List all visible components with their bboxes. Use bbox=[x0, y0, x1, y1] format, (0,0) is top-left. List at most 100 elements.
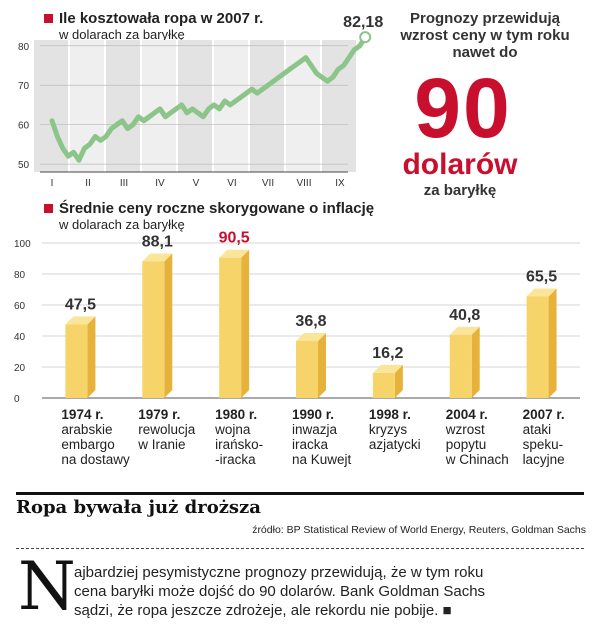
forecast-text: Prognozy przewidują wzrost ceny w tym ro… bbox=[380, 10, 590, 61]
red-square-icon bbox=[44, 204, 53, 213]
bar-category-label: 1998 r. kryzys azjatycki bbox=[369, 407, 443, 452]
x-tick-label: III bbox=[120, 178, 128, 189]
bar-event: ataki speku- lacyjne bbox=[522, 422, 565, 467]
forecast-line1: Prognozy przewidują bbox=[409, 10, 560, 27]
forecast-per: za baryłkę bbox=[423, 182, 497, 199]
forecast-unit: dolarów bbox=[402, 148, 518, 181]
bar bbox=[526, 296, 549, 398]
forecast-number: 90 bbox=[414, 61, 512, 155]
bar-side bbox=[548, 288, 557, 398]
bar-value-label: 40,8 bbox=[449, 307, 480, 324]
month-band bbox=[70, 40, 104, 172]
bar bbox=[65, 324, 88, 398]
y-tick-label: 40 bbox=[14, 332, 26, 343]
body-text-line1: ajbardziej pesymistyczne prognozy przewi… bbox=[74, 564, 484, 581]
bar-top bbox=[219, 249, 250, 258]
x-tick-label: IV bbox=[155, 178, 165, 189]
footer-title: Ropa bywała już droższa bbox=[16, 497, 261, 518]
x-tick-label: VI bbox=[227, 178, 236, 189]
y-tick-label: 60 bbox=[18, 121, 30, 132]
bar-year: 2007 r. bbox=[522, 407, 565, 422]
bar-top bbox=[526, 288, 557, 297]
bar-category-label: 2004 r. wzrost popytu w Chinach bbox=[446, 407, 520, 467]
divider-dashed bbox=[16, 548, 584, 549]
bar bbox=[449, 334, 472, 398]
line-chart-subtitle: w dolarach za baryłkę bbox=[59, 27, 185, 42]
divider bbox=[16, 492, 584, 495]
bar-event: kryzys azjatycki bbox=[368, 422, 421, 452]
bar-year: 1980 r. bbox=[215, 407, 258, 422]
bar-event: arabskie embargo na dostawy bbox=[61, 422, 130, 467]
bar-top bbox=[449, 326, 480, 335]
body-text-line3: sądzi, że ropa jeszcze zdrożeje, ale rek… bbox=[74, 602, 452, 619]
forecast-line2: wzrost ceny w tym roku bbox=[400, 27, 570, 44]
bar-year: 2004 r. bbox=[445, 407, 488, 422]
y-tick-label: 80 bbox=[14, 270, 26, 281]
y-tick-label: 0 bbox=[14, 394, 20, 405]
price-line bbox=[49, 34, 368, 163]
bar-top bbox=[296, 332, 326, 341]
bar bbox=[372, 372, 395, 398]
bar-event: inwazja iracka na Kuwejt bbox=[292, 422, 352, 467]
y-tick-label: 20 bbox=[14, 363, 26, 374]
month-band bbox=[142, 40, 176, 172]
last-point bbox=[359, 31, 372, 44]
x-tick-label: VII bbox=[262, 178, 274, 189]
drop-cap: N bbox=[18, 548, 76, 625]
x-tick-label: VIII bbox=[296, 178, 311, 189]
bar bbox=[142, 261, 165, 398]
bar-event: wzrost popytu w Chinach bbox=[445, 422, 509, 467]
y-tick-label: 70 bbox=[18, 81, 30, 92]
bar-value-label: 47,5 bbox=[65, 296, 96, 313]
red-square-icon bbox=[44, 14, 53, 23]
bar-side bbox=[87, 316, 96, 398]
bar-top bbox=[142, 253, 173, 262]
bar-chart: 0 20 40 60 80 100 47,5 88,1 90,5 36,8 16,2 40,8 65,5 bbox=[14, 230, 580, 405]
bar-side bbox=[471, 326, 480, 398]
bar-event: rewolucja w Iranie bbox=[138, 422, 196, 452]
bar-side bbox=[164, 253, 173, 398]
y-tick-label: 100 bbox=[14, 239, 31, 250]
y-tick-label: 60 bbox=[14, 301, 26, 312]
bar-chart-header: Średnie ceny roczne skorygowane o inflac… bbox=[44, 200, 374, 232]
y-tick-label: 50 bbox=[18, 160, 30, 171]
x-tick-label: II bbox=[85, 178, 91, 189]
x-tick-label: IX bbox=[335, 178, 345, 189]
bar-year: 1990 r. bbox=[292, 407, 335, 422]
bar-value-label: 65,5 bbox=[526, 268, 557, 285]
bar-category-label: 1980 r. wojna irańsko- -iracka bbox=[215, 407, 289, 467]
bar-value-label: 90,5 bbox=[219, 230, 250, 247]
bar-event: wojna irańsko- -iracka bbox=[215, 422, 264, 467]
month-band bbox=[250, 40, 284, 172]
bar-year: 1998 r. bbox=[368, 407, 411, 422]
bar-year: 1979 r. bbox=[138, 407, 181, 422]
x-tick-label: I bbox=[51, 178, 54, 189]
source-note: źródło: BP Statistical Review of World E… bbox=[252, 524, 586, 536]
bar-top bbox=[372, 364, 403, 373]
bar-chart-title: Średnie ceny roczne skorygowane o inflac… bbox=[59, 200, 375, 217]
line-chart-header: Ile kosztowała ropa w 2007 r. w dolarach… bbox=[44, 10, 263, 42]
last-value-label: 82,18 bbox=[343, 14, 383, 31]
forecast-line3: nawet do bbox=[452, 44, 518, 61]
bar-side bbox=[318, 332, 326, 398]
bar-category-label: 1974 r. arabskie embargo na dostawy bbox=[61, 407, 135, 467]
bar-value-label: 88,1 bbox=[142, 233, 173, 250]
bar bbox=[296, 340, 318, 398]
bar-value-label: 36,8 bbox=[295, 313, 326, 330]
bar-chart-subtitle: w dolarach za baryłkę bbox=[59, 217, 185, 232]
bar-side bbox=[241, 249, 250, 398]
body-text-line2: cena baryłki może dojść do 90 dolarów. B… bbox=[74, 583, 486, 600]
line-chart-title: Ile kosztowała ropa w 2007 r. bbox=[59, 10, 264, 27]
y-tick-label: 80 bbox=[18, 42, 30, 53]
bar bbox=[219, 257, 242, 398]
bar-side bbox=[394, 364, 403, 398]
bar-category-label: 1990 r. inwazja iracka na Kuwejt bbox=[292, 407, 366, 467]
bar-category-label: 2007 r. ataki speku- lacyjne bbox=[523, 407, 597, 467]
bar-category-label: 1979 r. rewolucja w Iranie bbox=[138, 407, 212, 452]
bar-year: 1974 r. bbox=[61, 407, 104, 422]
month-band bbox=[322, 40, 356, 172]
x-tick-label: V bbox=[193, 178, 200, 189]
month-band bbox=[106, 40, 140, 172]
bar-value-label: 16,2 bbox=[372, 345, 403, 362]
